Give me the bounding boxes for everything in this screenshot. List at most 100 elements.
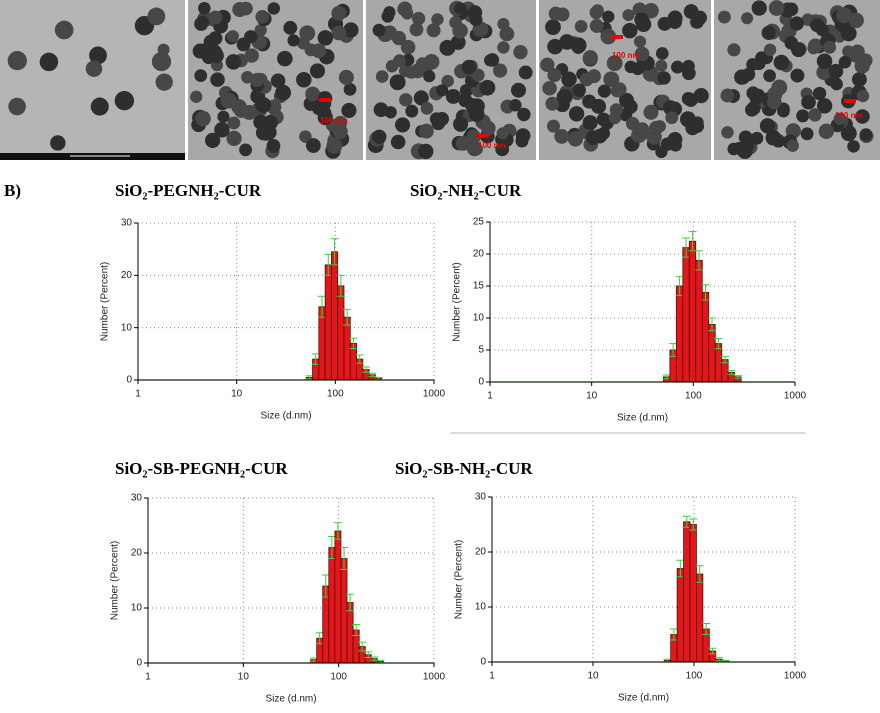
error-bar [352,624,361,636]
particle [634,46,650,62]
particle [622,9,635,22]
particle [812,86,827,101]
particle [233,103,249,118]
particle [681,66,696,81]
particle [389,74,406,91]
particle [589,18,604,33]
bar [676,568,684,663]
particle [854,58,870,74]
y-tick-label: 20 [473,249,485,260]
error-bar [695,250,704,271]
particle [262,114,278,131]
bar [714,343,723,383]
particle [667,14,683,29]
x-tick-label: 1 [489,671,495,682]
y-axis-label: Number (Percent) [110,541,121,620]
y-tick-label: 20 [131,548,143,559]
error-bar [675,275,684,297]
particle [600,28,617,45]
particle [471,68,485,82]
particle [801,94,816,110]
particle [299,130,312,143]
particle [662,100,679,116]
particle [496,127,509,140]
particle [818,123,834,139]
particle [331,25,347,41]
tem-image [188,0,363,160]
tem-images: 100 nm 100 nm 100 nm 100 nm [0,0,880,160]
particle [412,11,426,26]
error-bar [333,522,342,540]
particle [266,138,281,153]
particle [625,116,640,131]
particle [683,4,699,19]
particle [275,84,292,101]
error-bar [714,657,723,662]
particle [755,51,768,65]
particle [851,72,867,87]
particle [808,108,822,122]
particle [807,42,820,55]
particle [326,137,343,154]
particle [609,103,624,117]
particle [655,59,668,72]
particle [643,2,659,19]
x-tick-label: 1000 [423,389,446,400]
particle [823,40,837,54]
particle [395,117,411,133]
error-bar [669,628,678,641]
particle [833,112,846,125]
particle [453,116,469,132]
error-bar [374,376,383,380]
x-tick-label: 1000 [784,391,807,402]
particle [741,67,756,82]
particle [653,120,666,133]
particle [227,116,241,130]
particle [741,12,754,25]
tem-image [539,0,711,160]
bar [346,602,354,664]
particle [759,118,776,134]
particle [727,142,740,156]
error-bar [663,658,672,662]
y-tick-label: 0 [480,657,486,668]
particle [225,54,242,70]
particle [597,84,612,98]
particle [786,139,799,152]
particle [311,43,327,59]
error-bar [324,253,333,276]
particle [777,104,790,118]
particle [771,79,788,96]
particle [270,73,286,88]
particle [657,71,671,85]
particle [299,25,316,42]
particle [445,88,461,104]
particle [746,101,761,116]
particle [418,143,434,160]
particle [372,23,386,37]
particle [683,92,698,107]
particle [283,20,298,35]
error-bar [701,284,710,301]
x-tick-label: 1 [145,672,151,683]
particle [493,63,508,78]
bar [689,524,697,663]
y-tick-label: 20 [121,270,133,281]
particle [655,47,669,60]
particle [518,65,533,80]
particle [548,6,563,21]
particle [151,51,172,72]
scale-label: 100 nm [320,116,348,125]
particle [220,92,237,109]
particle [114,91,135,111]
particle [90,97,109,116]
particle [499,26,515,42]
x-tick-label: 1 [487,391,493,402]
particle [750,88,766,104]
particle [208,10,223,25]
error-bar [727,369,736,375]
error-bar [689,518,698,531]
particle [847,140,860,153]
error-bar [355,354,364,364]
y-tick-label: 30 [475,492,487,503]
